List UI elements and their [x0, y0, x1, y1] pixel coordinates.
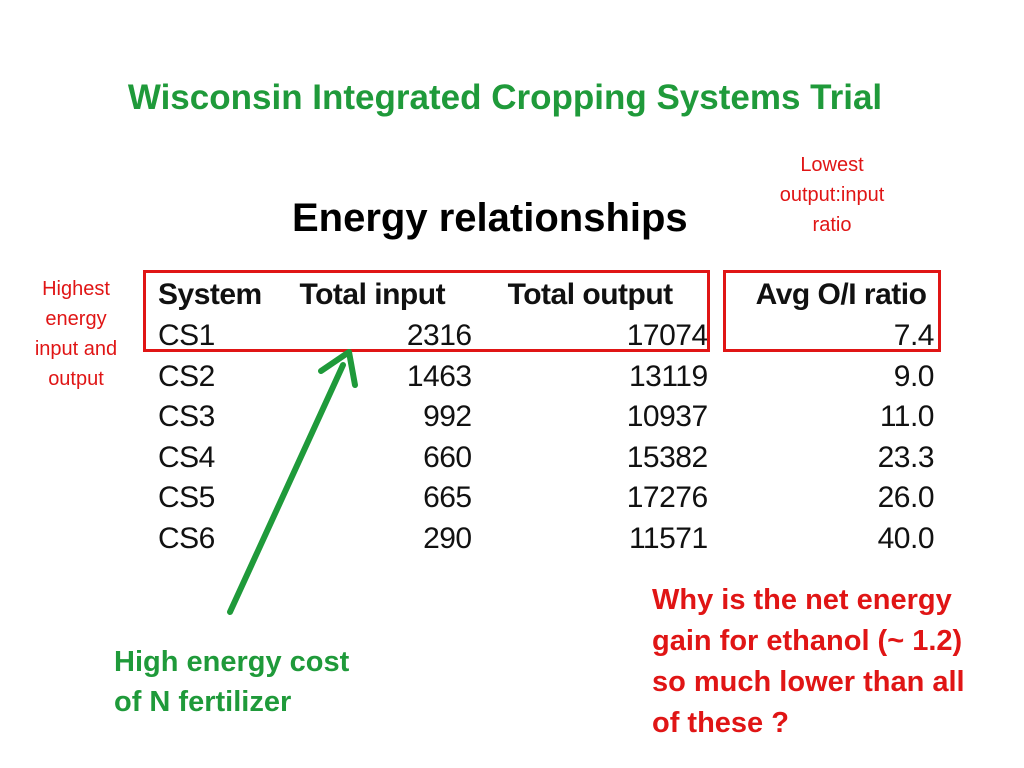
header-total-input: Total input [299, 278, 446, 311]
cell-total-output: 17276 [626, 481, 708, 515]
table-row: CS6 290 11571 40.0 [150, 519, 1024, 560]
cell-system: CS5 [158, 481, 215, 515]
note-line: input and [34, 338, 118, 360]
note-line: of these ? [652, 707, 789, 739]
cell-total-input: 660 [423, 440, 472, 474]
cell-total-output: 11571 [628, 521, 708, 555]
note-line: gain for ethanol (~ 1.2) [652, 625, 963, 657]
cell-avg-ratio: 11.0 [879, 400, 935, 434]
cell-total-input: 2316 [406, 319, 472, 353]
note-line: Highest [42, 278, 110, 300]
cell-total-output: 13119 [628, 359, 708, 393]
table-row: CS5 665 17276 26.0 [150, 478, 1024, 519]
note-line: ratio [812, 214, 852, 236]
cell-total-input: 290 [423, 521, 472, 555]
cell-system: CS4 [158, 440, 215, 474]
header-system: System [158, 278, 262, 311]
slide-subtitle: Energy relationships [292, 196, 688, 240]
slide-title: Wisconsin Integrated Cropping Systems Tr… [127, 78, 883, 117]
note-line: output [48, 368, 104, 390]
cell-total-output: 15382 [626, 440, 708, 474]
cell-total-output: 17074 [626, 319, 708, 353]
cell-total-input: 1463 [406, 359, 472, 393]
table-header-row: System Total input Total output Avg O/I … [150, 274, 1024, 316]
cell-system: CS2 [158, 359, 215, 393]
cell-total-output: 10937 [626, 400, 708, 434]
cell-system: CS6 [158, 521, 215, 555]
header-total-output: Total output [507, 278, 674, 311]
cell-avg-ratio: 23.3 [877, 440, 935, 474]
table-row: CS4 660 15382 23.3 [150, 438, 1024, 479]
energy-table: System Total input Total output Avg O/I … [150, 274, 1024, 559]
cell-total-input: 665 [423, 481, 472, 515]
note-line: Why is the net energy [652, 584, 952, 616]
ethanol-question-note: Why is the net energy gain for ethanol (… [652, 580, 1024, 744]
highlight-box-cs1-ratio [723, 270, 941, 352]
note-line: so much lower than all [652, 666, 965, 698]
cell-system: CS1 [158, 319, 215, 353]
note-line: energy [45, 308, 107, 330]
cell-total-input: 992 [423, 400, 472, 434]
cell-avg-ratio: 26.0 [877, 481, 935, 515]
header-avg-ratio: Avg O/I ratio [755, 278, 927, 311]
highlight-box-cs1-row [143, 270, 710, 352]
note-line: output:input [779, 184, 885, 206]
lowest-ratio-note: Lowest output:input ratio [752, 150, 912, 240]
cell-avg-ratio: 9.0 [893, 359, 935, 393]
table-row: CS2 1463 13119 9.0 [150, 357, 1024, 398]
cell-avg-ratio: 7.4 [893, 319, 935, 353]
cell-avg-ratio: 40.0 [877, 521, 935, 555]
table-row: CS1 2316 17074 7.4 [150, 316, 1024, 357]
table-row: CS3 992 10937 11.0 [150, 397, 1024, 438]
fertilizer-note: High energy cost of N fertilizer [114, 642, 349, 722]
note-line: of N fertilizer [114, 686, 292, 718]
highest-energy-note: Highest energy input and output [14, 274, 138, 394]
cell-system: CS3 [158, 400, 215, 434]
note-line: Lowest [800, 154, 864, 176]
note-line: High energy cost [114, 646, 350, 678]
